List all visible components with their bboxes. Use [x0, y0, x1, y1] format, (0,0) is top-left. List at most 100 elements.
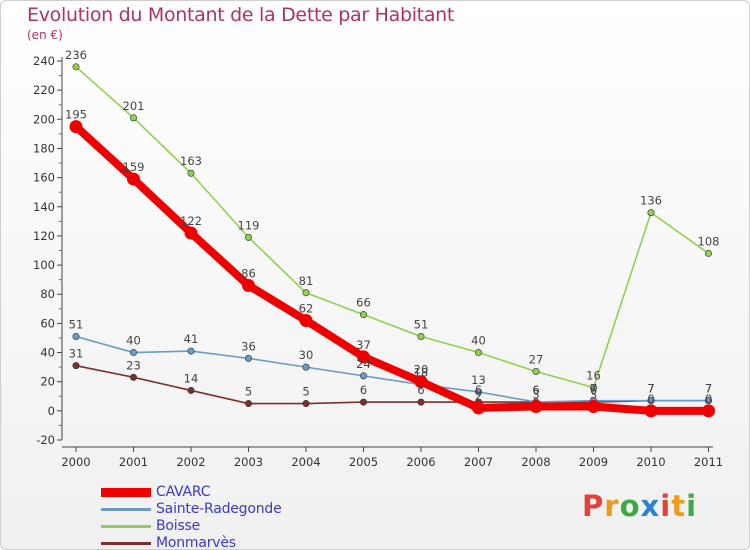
chart-title: Evolution du Montant de la Dette par Hab…: [27, 4, 455, 26]
data-label-cavarc: 86: [241, 266, 256, 280]
data-point-sainte-radegonde: [72, 333, 80, 341]
series-line-boisse: [75, 66, 710, 389]
legend-item-monmarves: Monmarvès: [101, 535, 351, 550]
y-tick-label: 100: [33, 258, 55, 272]
data-label-cavarc: 62: [299, 301, 314, 315]
legend: CAVARC Sainte-Radegonde Boisse Monmarvès: [101, 484, 351, 550]
y-tick-label: 140: [33, 200, 55, 214]
data-label-cavarc: 20: [414, 363, 429, 377]
data-label-boisse: 108: [698, 234, 720, 248]
logo-letter: i: [660, 489, 672, 523]
y-tick-label: 200: [33, 112, 55, 126]
chart-unit-label: (en €): [27, 28, 63, 42]
data-label-sainte-radegonde: 7: [705, 382, 712, 396]
data-point-cavarc: [242, 278, 255, 292]
data-label-boisse: 51: [414, 318, 429, 332]
data-label-sainte-radegonde: 7: [590, 382, 597, 396]
logo-letter: i: [686, 489, 698, 523]
data-point-monmarves: [245, 400, 253, 408]
data-point-boisse: [647, 209, 655, 217]
data-label-monmarves: 6: [417, 383, 424, 397]
y-tick-label: -20: [36, 433, 55, 447]
data-point-cavarc: [299, 313, 313, 327]
y-tick-label: 40: [40, 346, 55, 360]
y-tick-label: 180: [33, 141, 55, 155]
data-label-monmarves: 6: [590, 383, 597, 397]
data-label-monmarves: 14: [184, 371, 199, 385]
y-tick-label: 60: [40, 316, 55, 330]
data-label-boisse: 40: [471, 334, 486, 348]
legend-label: Sainte-Radegonde: [156, 501, 282, 517]
data-label-monmarves: 7: [705, 382, 712, 396]
data-point-monmarves: [130, 373, 138, 381]
data-label-sainte-radegonde: 40: [126, 334, 141, 348]
x-tick-label: 2008: [521, 455, 550, 469]
series-line-cavarc: [72, 122, 713, 415]
y-tick-label: 160: [33, 171, 55, 185]
data-label-monmarves: 31: [69, 347, 84, 361]
data-label-sainte-radegonde: 13: [471, 373, 486, 387]
data-label-cavarc: 2: [475, 389, 482, 403]
y-tick-label: 80: [40, 287, 55, 301]
data-point-monmarves: [187, 386, 195, 394]
legend-swatch: [101, 488, 151, 497]
x-tick-label: 2007: [464, 455, 493, 469]
logo-letter: r: [604, 489, 620, 523]
axes: -200204060801001201401601802002202402000…: [33, 54, 723, 469]
data-point-monmarves: [359, 398, 367, 406]
data-point-boisse: [245, 233, 253, 241]
data-label-monmarves: 7: [647, 382, 654, 396]
y-tick-label: 220: [33, 83, 55, 97]
data-point-cavarc: [587, 399, 600, 413]
data-label-sainte-radegonde: 51: [69, 318, 84, 332]
data-point-cavarc: [472, 401, 485, 415]
data-label-cavarc: 122: [180, 214, 202, 228]
x-tick-label: 2009: [579, 455, 608, 469]
x-tick-label: 2005: [349, 455, 378, 469]
data-label-sainte-radegonde: 7: [647, 382, 654, 396]
data-label-sainte-radegonde: 6: [532, 383, 539, 397]
logo-letter: P: [582, 489, 605, 523]
data-point-cavarc: [127, 172, 140, 186]
data-label-cavarc: 0: [705, 392, 712, 406]
data-point-monmarves: [417, 398, 425, 406]
data-point-sainte-radegonde: [704, 397, 712, 405]
data-point-boisse: [302, 289, 310, 297]
data-label-boisse: 16: [586, 369, 601, 383]
data-label-cavarc: 3: [532, 387, 539, 401]
data-label-monmarves: 6: [475, 383, 482, 397]
legend-label: Boisse: [156, 518, 201, 534]
data-point-boisse: [589, 384, 597, 392]
proxiti-logo: Proxiti: [582, 489, 697, 523]
data-label-monmarves: 23: [126, 358, 141, 372]
data-label-boisse: 136: [640, 194, 662, 208]
data-label-sainte-radegonde: 24: [356, 357, 371, 371]
data-label-boisse: 119: [238, 218, 260, 232]
x-tick-label: 2000: [61, 455, 90, 469]
logo-letter: o: [619, 489, 641, 523]
legend-swatch: [101, 525, 151, 528]
data-point-sainte-radegonde: [647, 397, 655, 405]
data-point-sainte-radegonde: [245, 354, 253, 362]
data-point-boisse: [72, 63, 80, 71]
data-point-boisse: [704, 249, 712, 257]
data-label-boisse: 236: [65, 48, 87, 62]
y-tick-label: 0: [48, 404, 55, 418]
data-point-cavarc: [414, 375, 428, 389]
data-label-sainte-radegonde: 18: [414, 366, 429, 380]
data-label-boisse: 81: [299, 274, 314, 288]
y-tick-label: 240: [33, 54, 55, 68]
data-label-boisse: 201: [123, 99, 145, 113]
logo-letter: x: [640, 489, 661, 523]
data-point-boisse: [130, 114, 138, 122]
data-point-boisse: [474, 349, 482, 357]
data-point-sainte-radegonde: [474, 388, 482, 396]
data-label-cavarc: 195: [65, 108, 87, 122]
series-line-sainte-radegonde: [75, 335, 710, 403]
legend-swatch: [101, 542, 151, 545]
data-point-cavarc: [357, 350, 370, 364]
data-label-cavarc: 3: [590, 387, 597, 401]
x-tick-label: 2003: [234, 455, 263, 469]
legend-label: Monmarvès: [156, 535, 236, 550]
data-label-sainte-radegonde: 41: [184, 332, 199, 346]
